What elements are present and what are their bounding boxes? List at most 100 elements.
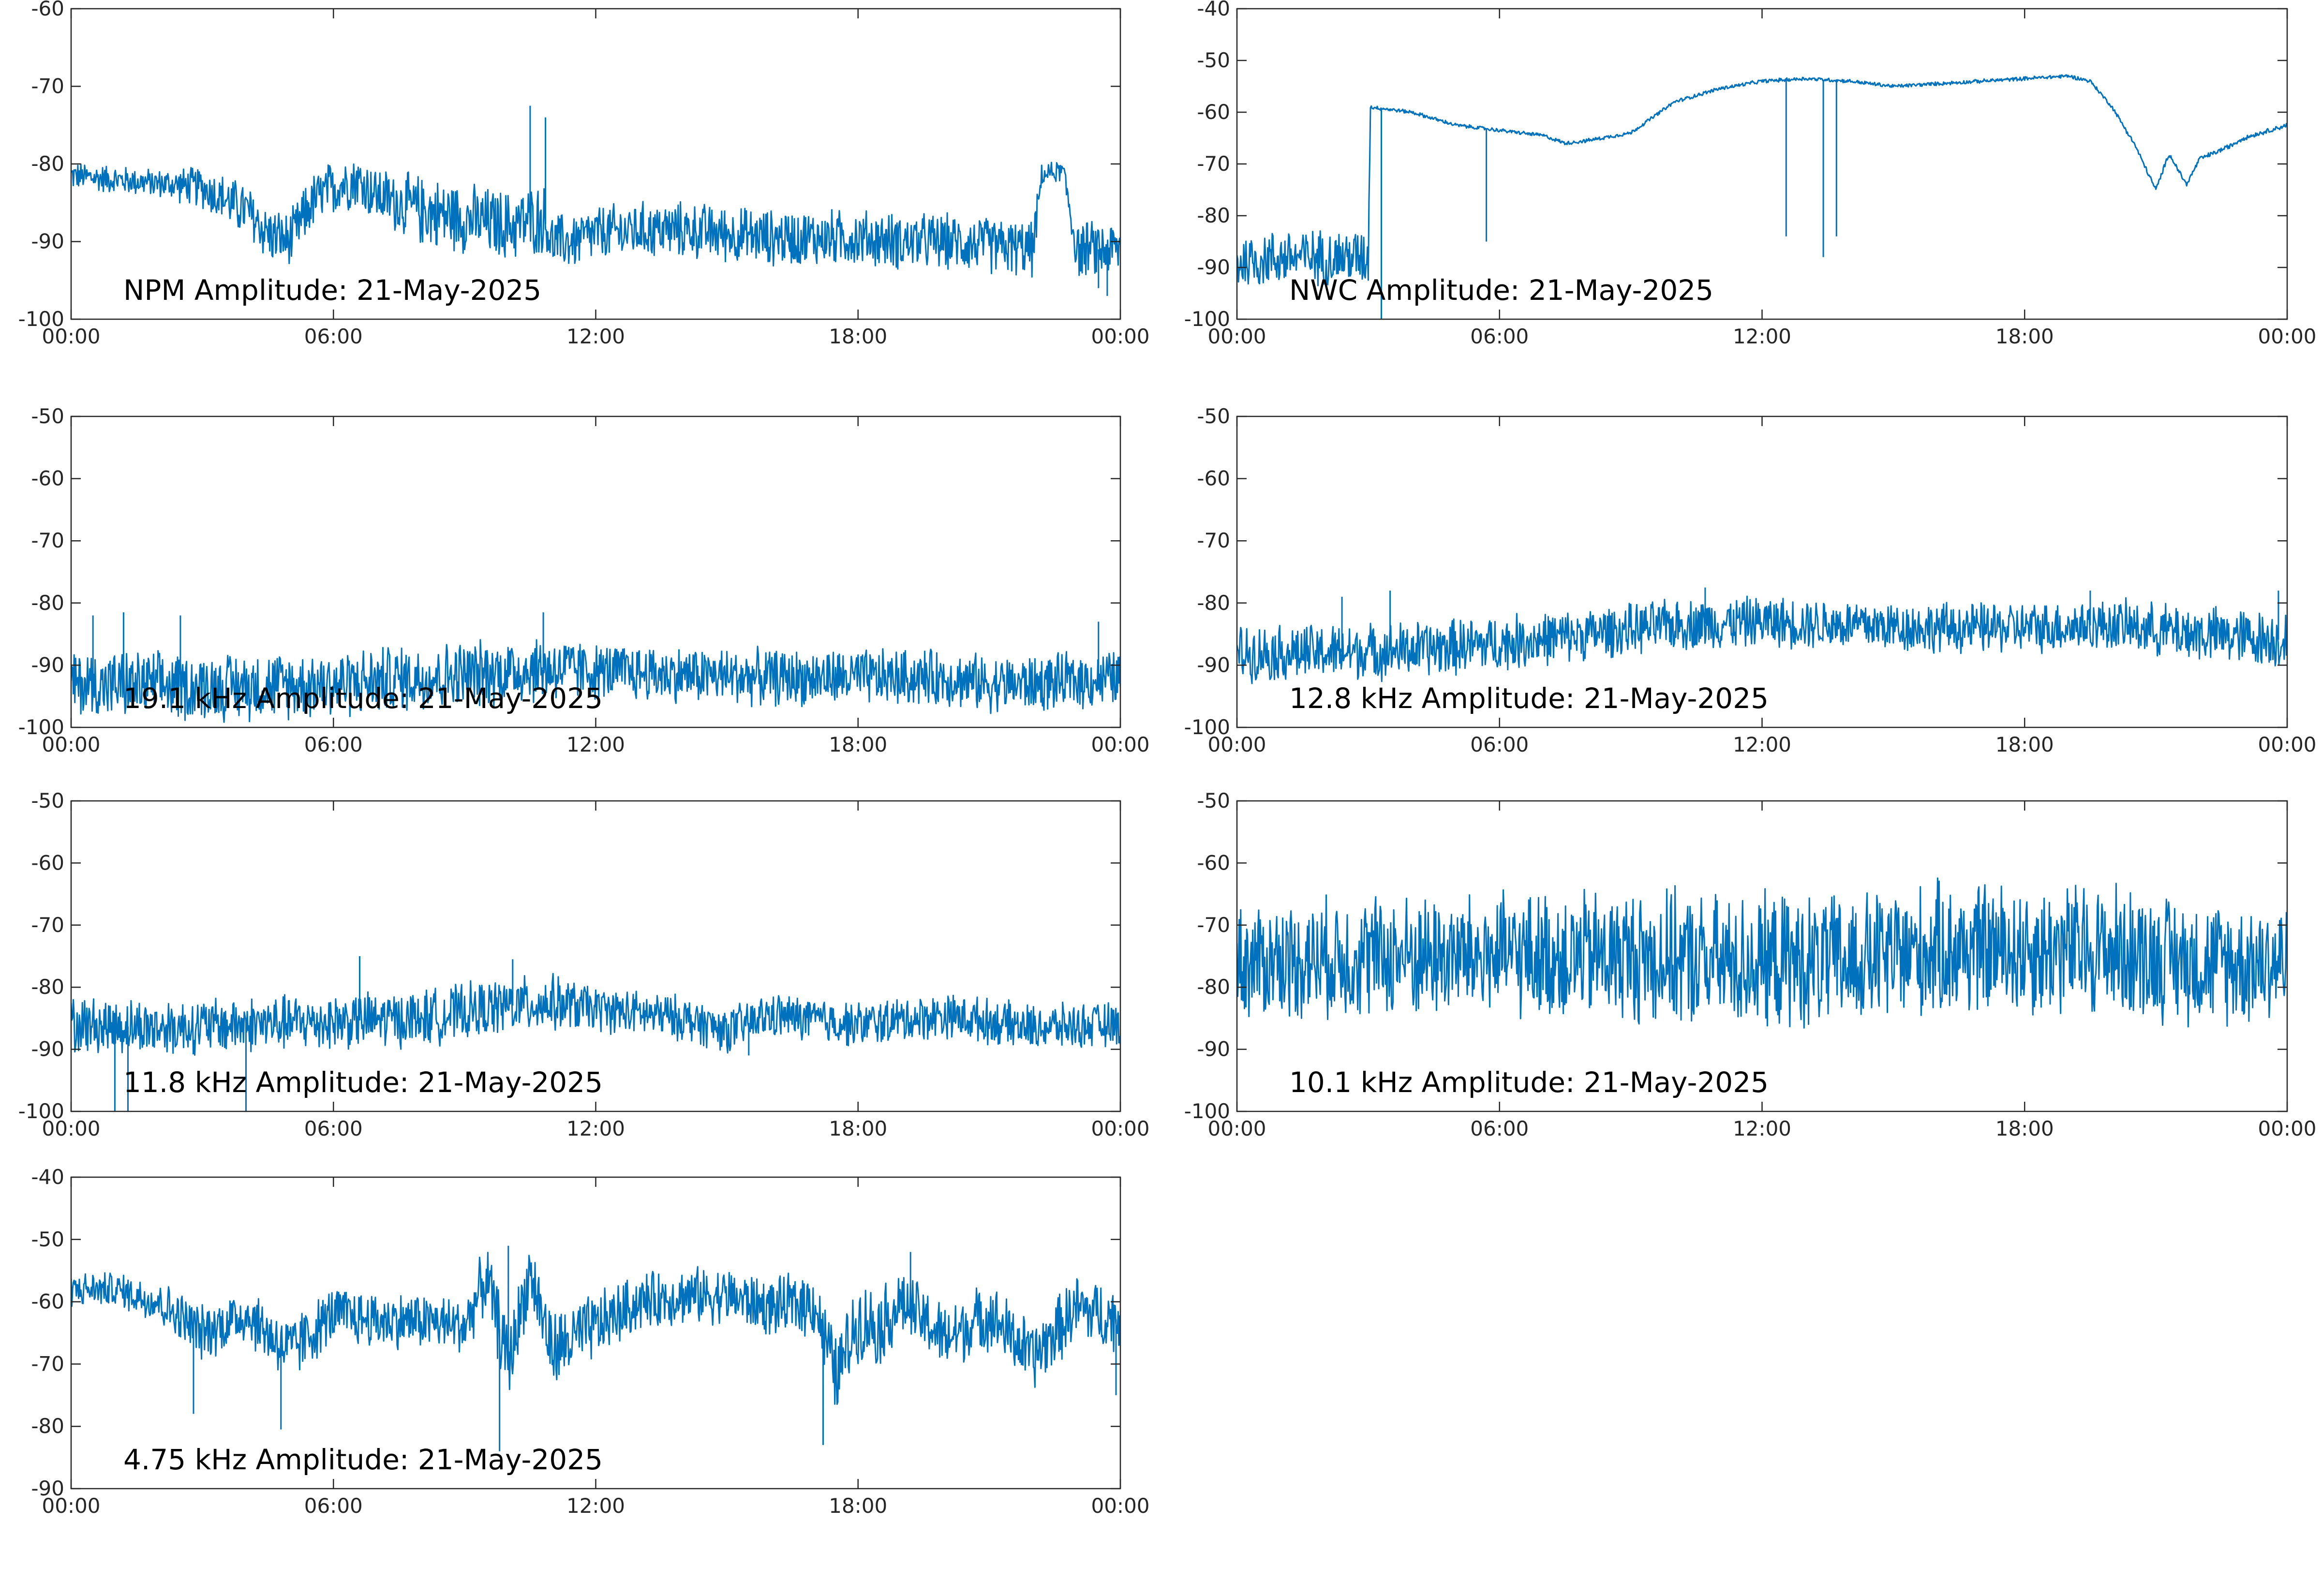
y-tick-label: -100 — [18, 1099, 64, 1123]
y-tick-label: -90 — [1197, 653, 1230, 677]
y-tick-label: -70 — [31, 74, 64, 98]
plot-frame — [1236, 415, 2288, 728]
y-tick-label: -80 — [1197, 591, 1230, 615]
plot-frame — [70, 8, 1121, 320]
series-line — [1237, 74, 2287, 319]
x-tick-label: 00:00 — [1091, 1117, 1149, 1140]
x-tick-label: 00:00 — [1207, 325, 1266, 348]
series-line — [1237, 587, 2287, 684]
x-tick-label: 00:00 — [2258, 325, 2316, 348]
y-tick-label: -100 — [18, 307, 64, 331]
y-tick-label: -80 — [31, 975, 64, 999]
x-tick-label: 06:00 — [1470, 325, 1529, 348]
y-tick-label: -60 — [31, 851, 64, 874]
x-tick-label: 12:00 — [566, 1494, 625, 1518]
x-tick-label: 00:00 — [1091, 733, 1149, 756]
x-tick-label: 18:00 — [1995, 1117, 2054, 1140]
x-tick-label: 06:00 — [304, 1494, 363, 1518]
y-tick-label: -50 — [1197, 48, 1230, 72]
x-tick-label: 18:00 — [829, 733, 887, 756]
x-tick-label: 06:00 — [304, 325, 363, 348]
y-tick-label: -90 — [1197, 1037, 1230, 1061]
series-line — [71, 105, 1120, 296]
x-tick-label: 18:00 — [829, 1494, 887, 1518]
panel-title: 19.1 kHz Amplitude: 21-May-2025 — [123, 682, 603, 715]
panel-title: 10.1 kHz Amplitude: 21-May-2025 — [1289, 1066, 1769, 1099]
x-tick-label: 06:00 — [304, 1117, 363, 1140]
series-line — [71, 612, 1120, 723]
x-tick-label: 06:00 — [1470, 1117, 1529, 1140]
y-tick-label: -60 — [1197, 467, 1230, 490]
y-tick-label: -70 — [31, 1352, 64, 1375]
panel-title: 11.8 kHz Amplitude: 21-May-2025 — [123, 1066, 603, 1099]
y-tick-label: -90 — [31, 1477, 64, 1500]
y-tick-label: -60 — [1197, 100, 1230, 124]
y-tick-label: -90 — [31, 1037, 64, 1061]
plot-frame — [70, 800, 1121, 1112]
panel-title: NPM Amplitude: 21-May-2025 — [123, 274, 541, 307]
plot-frame — [1236, 8, 2288, 320]
y-tick-label: -40 — [31, 1165, 64, 1189]
y-tick-label: -80 — [31, 591, 64, 615]
y-tick-label: -50 — [1197, 404, 1230, 428]
y-tick-label: -80 — [1197, 975, 1230, 999]
series-line — [71, 1245, 1120, 1451]
y-tick-label: -40 — [1197, 0, 1230, 20]
y-tick-label: -100 — [1184, 715, 1230, 739]
y-tick-label: -70 — [31, 529, 64, 552]
series-line — [1237, 877, 2287, 1029]
y-tick-label: -80 — [31, 152, 64, 176]
x-tick-label: 00:00 — [1207, 1117, 1266, 1140]
x-tick-label: 00:00 — [1091, 325, 1149, 348]
y-tick-label: -70 — [1197, 152, 1230, 176]
x-tick-label: 12:00 — [1733, 1117, 1791, 1140]
panel-title: 12.8 kHz Amplitude: 21-May-2025 — [1289, 682, 1769, 715]
x-tick-label: 00:00 — [42, 1494, 100, 1518]
y-tick-label: -90 — [31, 653, 64, 677]
x-tick-label: 18:00 — [1995, 733, 2054, 756]
y-tick-label: -60 — [31, 0, 64, 20]
x-tick-label: 18:00 — [829, 325, 887, 348]
y-tick-label: -50 — [31, 404, 64, 428]
y-tick-label: -80 — [31, 1414, 64, 1438]
x-tick-label: 12:00 — [566, 733, 625, 756]
x-tick-label: 00:00 — [2258, 733, 2316, 756]
y-tick-label: -90 — [31, 230, 64, 253]
y-tick-label: -60 — [1197, 851, 1230, 874]
y-tick-label: -50 — [31, 1227, 64, 1251]
y-tick-label: -70 — [1197, 913, 1230, 937]
x-tick-label: 06:00 — [1470, 733, 1529, 756]
y-tick-label: -100 — [1184, 1099, 1230, 1123]
y-tick-label: -70 — [1197, 529, 1230, 552]
y-tick-label: -70 — [31, 913, 64, 937]
y-tick-label: -60 — [31, 467, 64, 490]
y-tick-label: -50 — [1197, 789, 1230, 813]
y-tick-label: -50 — [31, 789, 64, 813]
y-tick-label: -90 — [1197, 255, 1230, 279]
y-tick-label: -100 — [18, 715, 64, 739]
x-tick-label: 12:00 — [566, 325, 625, 348]
y-tick-label: -80 — [1197, 204, 1230, 227]
x-tick-label: 00:00 — [42, 733, 100, 756]
x-tick-label: 00:00 — [1091, 1494, 1149, 1518]
x-tick-label: 12:00 — [566, 1117, 625, 1140]
x-tick-label: 12:00 — [1733, 733, 1791, 756]
x-tick-label: 12:00 — [1733, 325, 1791, 348]
x-tick-label: 18:00 — [1995, 325, 2054, 348]
x-tick-label: 06:00 — [304, 733, 363, 756]
series-line — [71, 956, 1120, 1111]
x-tick-label: 00:00 — [1207, 733, 1266, 756]
panel-title: NWC Amplitude: 21-May-2025 — [1289, 274, 1713, 307]
y-tick-label: -100 — [1184, 307, 1230, 331]
x-tick-label: 00:00 — [42, 1117, 100, 1140]
x-tick-label: 18:00 — [829, 1117, 887, 1140]
x-tick-label: 00:00 — [2258, 1117, 2316, 1140]
